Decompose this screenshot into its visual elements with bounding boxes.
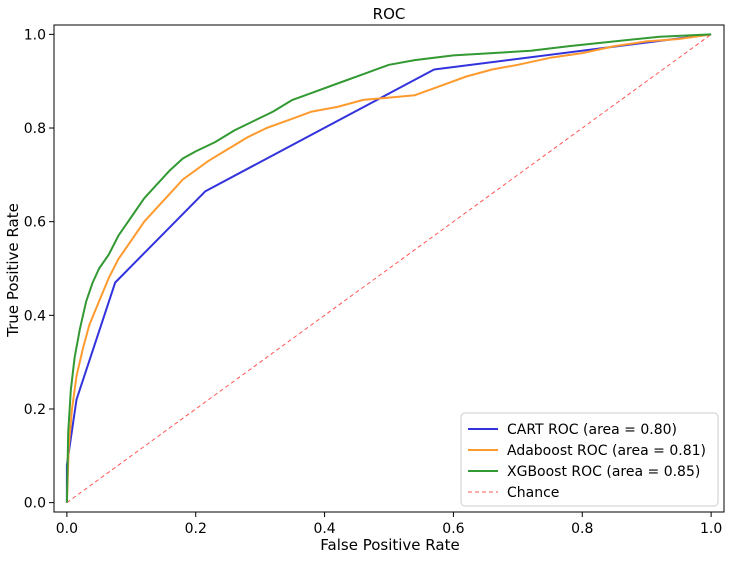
x-tick-label: 0.4 xyxy=(313,521,335,537)
y-axis-label: True Positive Rate xyxy=(4,203,22,338)
y-tick-label: 0.6 xyxy=(24,215,46,231)
legend-label: CART ROC (area = 0.80) xyxy=(507,422,677,438)
series-line-xgboost xyxy=(65,33,712,503)
chart-title: ROC xyxy=(373,5,406,23)
plot-frame xyxy=(53,24,725,513)
plot-lines xyxy=(65,33,712,504)
axis-ticks: 0.0 0.2 0.4 0.6 0.8 1.0 0.0 0.2 0.4 0.6 0.8 1.0 xyxy=(24,27,723,537)
x-axis-label: False Positive Rate xyxy=(320,536,459,554)
x-tick-label: 0.6 xyxy=(442,521,464,537)
legend-box xyxy=(460,412,719,507)
x-tick-label: 0.8 xyxy=(571,521,593,537)
legend-label: XGBoost ROC (area = 0.85) xyxy=(507,464,700,480)
y-tick-label: 0.8 xyxy=(24,121,46,137)
legend-label: Adaboost ROC (area = 0.81) xyxy=(507,443,706,459)
legend: CART ROC (area = 0.80) Adaboost ROC (area… xyxy=(460,412,719,507)
y-tick-label: 0.4 xyxy=(24,308,46,324)
series-line-adaboost xyxy=(65,33,712,503)
y-tick-label: 0.0 xyxy=(24,496,46,512)
x-tick-label: 1.0 xyxy=(700,521,722,537)
x-tick-label: 0.2 xyxy=(185,521,207,537)
y-tick-label: 1.0 xyxy=(24,27,46,43)
x-tick-label: 0.0 xyxy=(56,521,78,537)
y-tick-label: 0.2 xyxy=(24,402,46,418)
legend-label: Chance xyxy=(507,485,559,501)
